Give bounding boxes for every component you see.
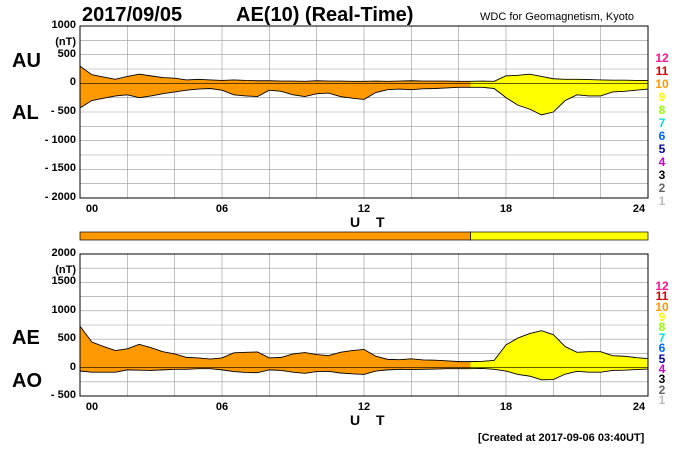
legend-level-2: 2 — [658, 181, 666, 196]
legend-level-5: 5 — [658, 142, 666, 157]
legend-level-4: 4 — [658, 361, 666, 376]
legend-level-6: 6 — [658, 129, 666, 144]
y-tick-label: 500 — [57, 332, 76, 345]
legend-level-9: 9 — [658, 90, 666, 105]
x-axis-label: U T — [350, 412, 391, 428]
legend-level-11: 11 — [655, 64, 669, 79]
source-label: WDC for Geomagnetism, Kyoto — [480, 11, 635, 23]
legend-level-12: 12 — [655, 51, 669, 65]
legend-level-11: 11 — [655, 289, 669, 304]
series-line-1 — [79, 65, 648, 82]
legend-level-9: 9 — [658, 310, 666, 325]
plot-frame — [79, 253, 649, 397]
legend-level-7: 7 — [658, 116, 666, 131]
legend-level-1: 1 — [658, 194, 666, 209]
x-tick-label: 24 — [632, 203, 646, 215]
index-label-ae: AE — [12, 327, 40, 349]
index-label-al: AL — [12, 102, 39, 124]
y-unit-label: (nT) — [55, 36, 76, 48]
legend-level-10: 10 — [655, 77, 669, 92]
legend-level-8: 8 — [658, 103, 666, 118]
legend-level-2: 2 — [658, 382, 666, 397]
x-tick-label: 12 — [357, 401, 371, 413]
panel-2 — [79, 253, 649, 397]
series-line-1 — [79, 325, 649, 363]
y-tick-label: 1500 — [51, 275, 76, 288]
x-tick-label: 12 — [357, 203, 371, 215]
created-timestamp: [Created at 2017-09-06 03:40UT] — [478, 432, 645, 444]
y-tick-label: 1000 — [51, 303, 76, 316]
area-yellow — [470, 74, 648, 115]
legend-level-5: 5 — [658, 351, 666, 366]
x-tick-label: 24 — [632, 401, 646, 413]
y-tick-label: - 500 — [50, 389, 76, 401]
y-tick-label: 1000 — [51, 19, 76, 31]
legend-level-3: 3 — [658, 372, 666, 387]
y-tick-label: 500 — [57, 47, 76, 60]
x-tick-label: 18 — [499, 401, 513, 413]
activity-bar-segment — [79, 231, 471, 241]
series-line-2 — [79, 86, 649, 116]
legend-level-7: 7 — [658, 330, 666, 345]
y-tick-label: - 1500 — [44, 162, 76, 175]
date-label: 2017/09/05 — [82, 4, 183, 26]
legend-level-8: 8 — [658, 320, 666, 335]
legend-level-3: 3 — [658, 168, 666, 183]
panel-1 — [79, 25, 649, 199]
x-axis-label: U T — [350, 214, 391, 230]
legend-level-1: 1 — [658, 392, 666, 407]
area-orange — [80, 326, 471, 375]
legend-level-6: 6 — [658, 341, 666, 356]
x-tick-label: 00 — [85, 203, 99, 215]
plot-frame — [79, 25, 649, 199]
activity-bar-segment — [470, 231, 649, 241]
area-yellow — [470, 330, 648, 380]
y-unit-label: (nT) — [55, 264, 76, 276]
area-orange — [80, 66, 471, 108]
legend-level-10: 10 — [655, 299, 669, 314]
index-label-au: AU — [12, 50, 41, 72]
y-tick-label: 0 — [69, 76, 76, 89]
y-tick-label: 2000 — [51, 247, 76, 259]
y-tick-label: 0 — [69, 360, 76, 373]
y-tick-label: - 500 — [50, 105, 76, 117]
legend-level-12: 12 — [655, 279, 669, 293]
legend-level-4: 4 — [658, 155, 666, 170]
series-line-2 — [79, 368, 649, 381]
x-tick-label: 06 — [215, 401, 229, 413]
x-tick-label: 18 — [499, 203, 513, 215]
index-label-ao: AO — [12, 370, 42, 392]
y-tick-label: - 1000 — [44, 133, 76, 146]
chart-title: AE(10) (Real-Time) — [236, 4, 414, 26]
x-tick-label: 00 — [85, 401, 99, 413]
y-tick-label: - 2000 — [44, 191, 76, 203]
x-tick-label: 06 — [215, 203, 229, 215]
